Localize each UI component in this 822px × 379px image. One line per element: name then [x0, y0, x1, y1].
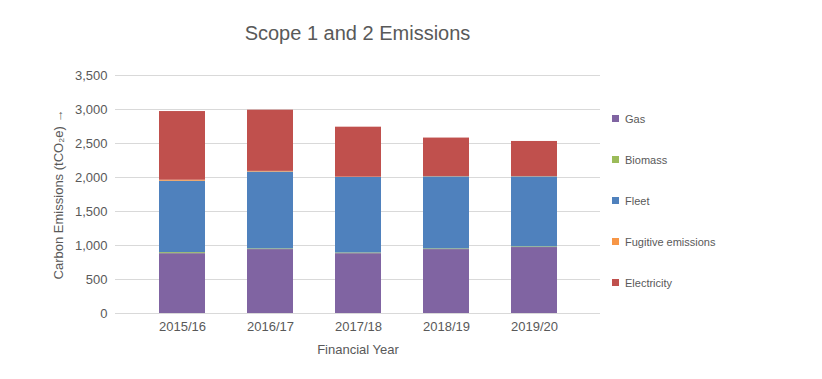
svg-text:1,500: 1,500 — [75, 204, 108, 219]
svg-text:2015/16: 2015/16 — [159, 319, 206, 334]
svg-text:0: 0 — [100, 306, 107, 321]
svg-text:500: 500 — [86, 272, 108, 287]
svg-text:2019/20: 2019/20 — [511, 319, 558, 334]
svg-text:2,000: 2,000 — [75, 170, 108, 185]
html-text:Scope 1 and 2 Emissions: Scope 1 and 2 Emissions — [244, 22, 471, 44]
html-text:Gas: Gas — [625, 112, 646, 125]
svg-text:1,000: 1,000 — [75, 238, 108, 253]
html-text:Electricity: Electricity — [625, 276, 673, 289]
svg-text:2017/18: 2017/18 — [335, 319, 382, 334]
html-text:Fleet: Fleet — [625, 194, 650, 207]
svg-text:Carbon Emissions (tCO₂e) →: Carbon Emissions (tCO₂e) → — [51, 110, 66, 280]
html-text:Fugitive emissions: Fugitive emissions — [625, 235, 716, 248]
svg-text:Financial Year: Financial Year — [317, 342, 399, 357]
svg-text:3,000: 3,000 — [75, 102, 108, 117]
svg-text:2,500: 2,500 — [75, 136, 108, 151]
svg-text:3,500: 3,500 — [75, 68, 108, 83]
html-text:Biomass: Biomass — [625, 153, 668, 166]
svg-text:2016/17: 2016/17 — [247, 319, 294, 334]
svg-text:2018/19: 2018/19 — [423, 319, 470, 334]
